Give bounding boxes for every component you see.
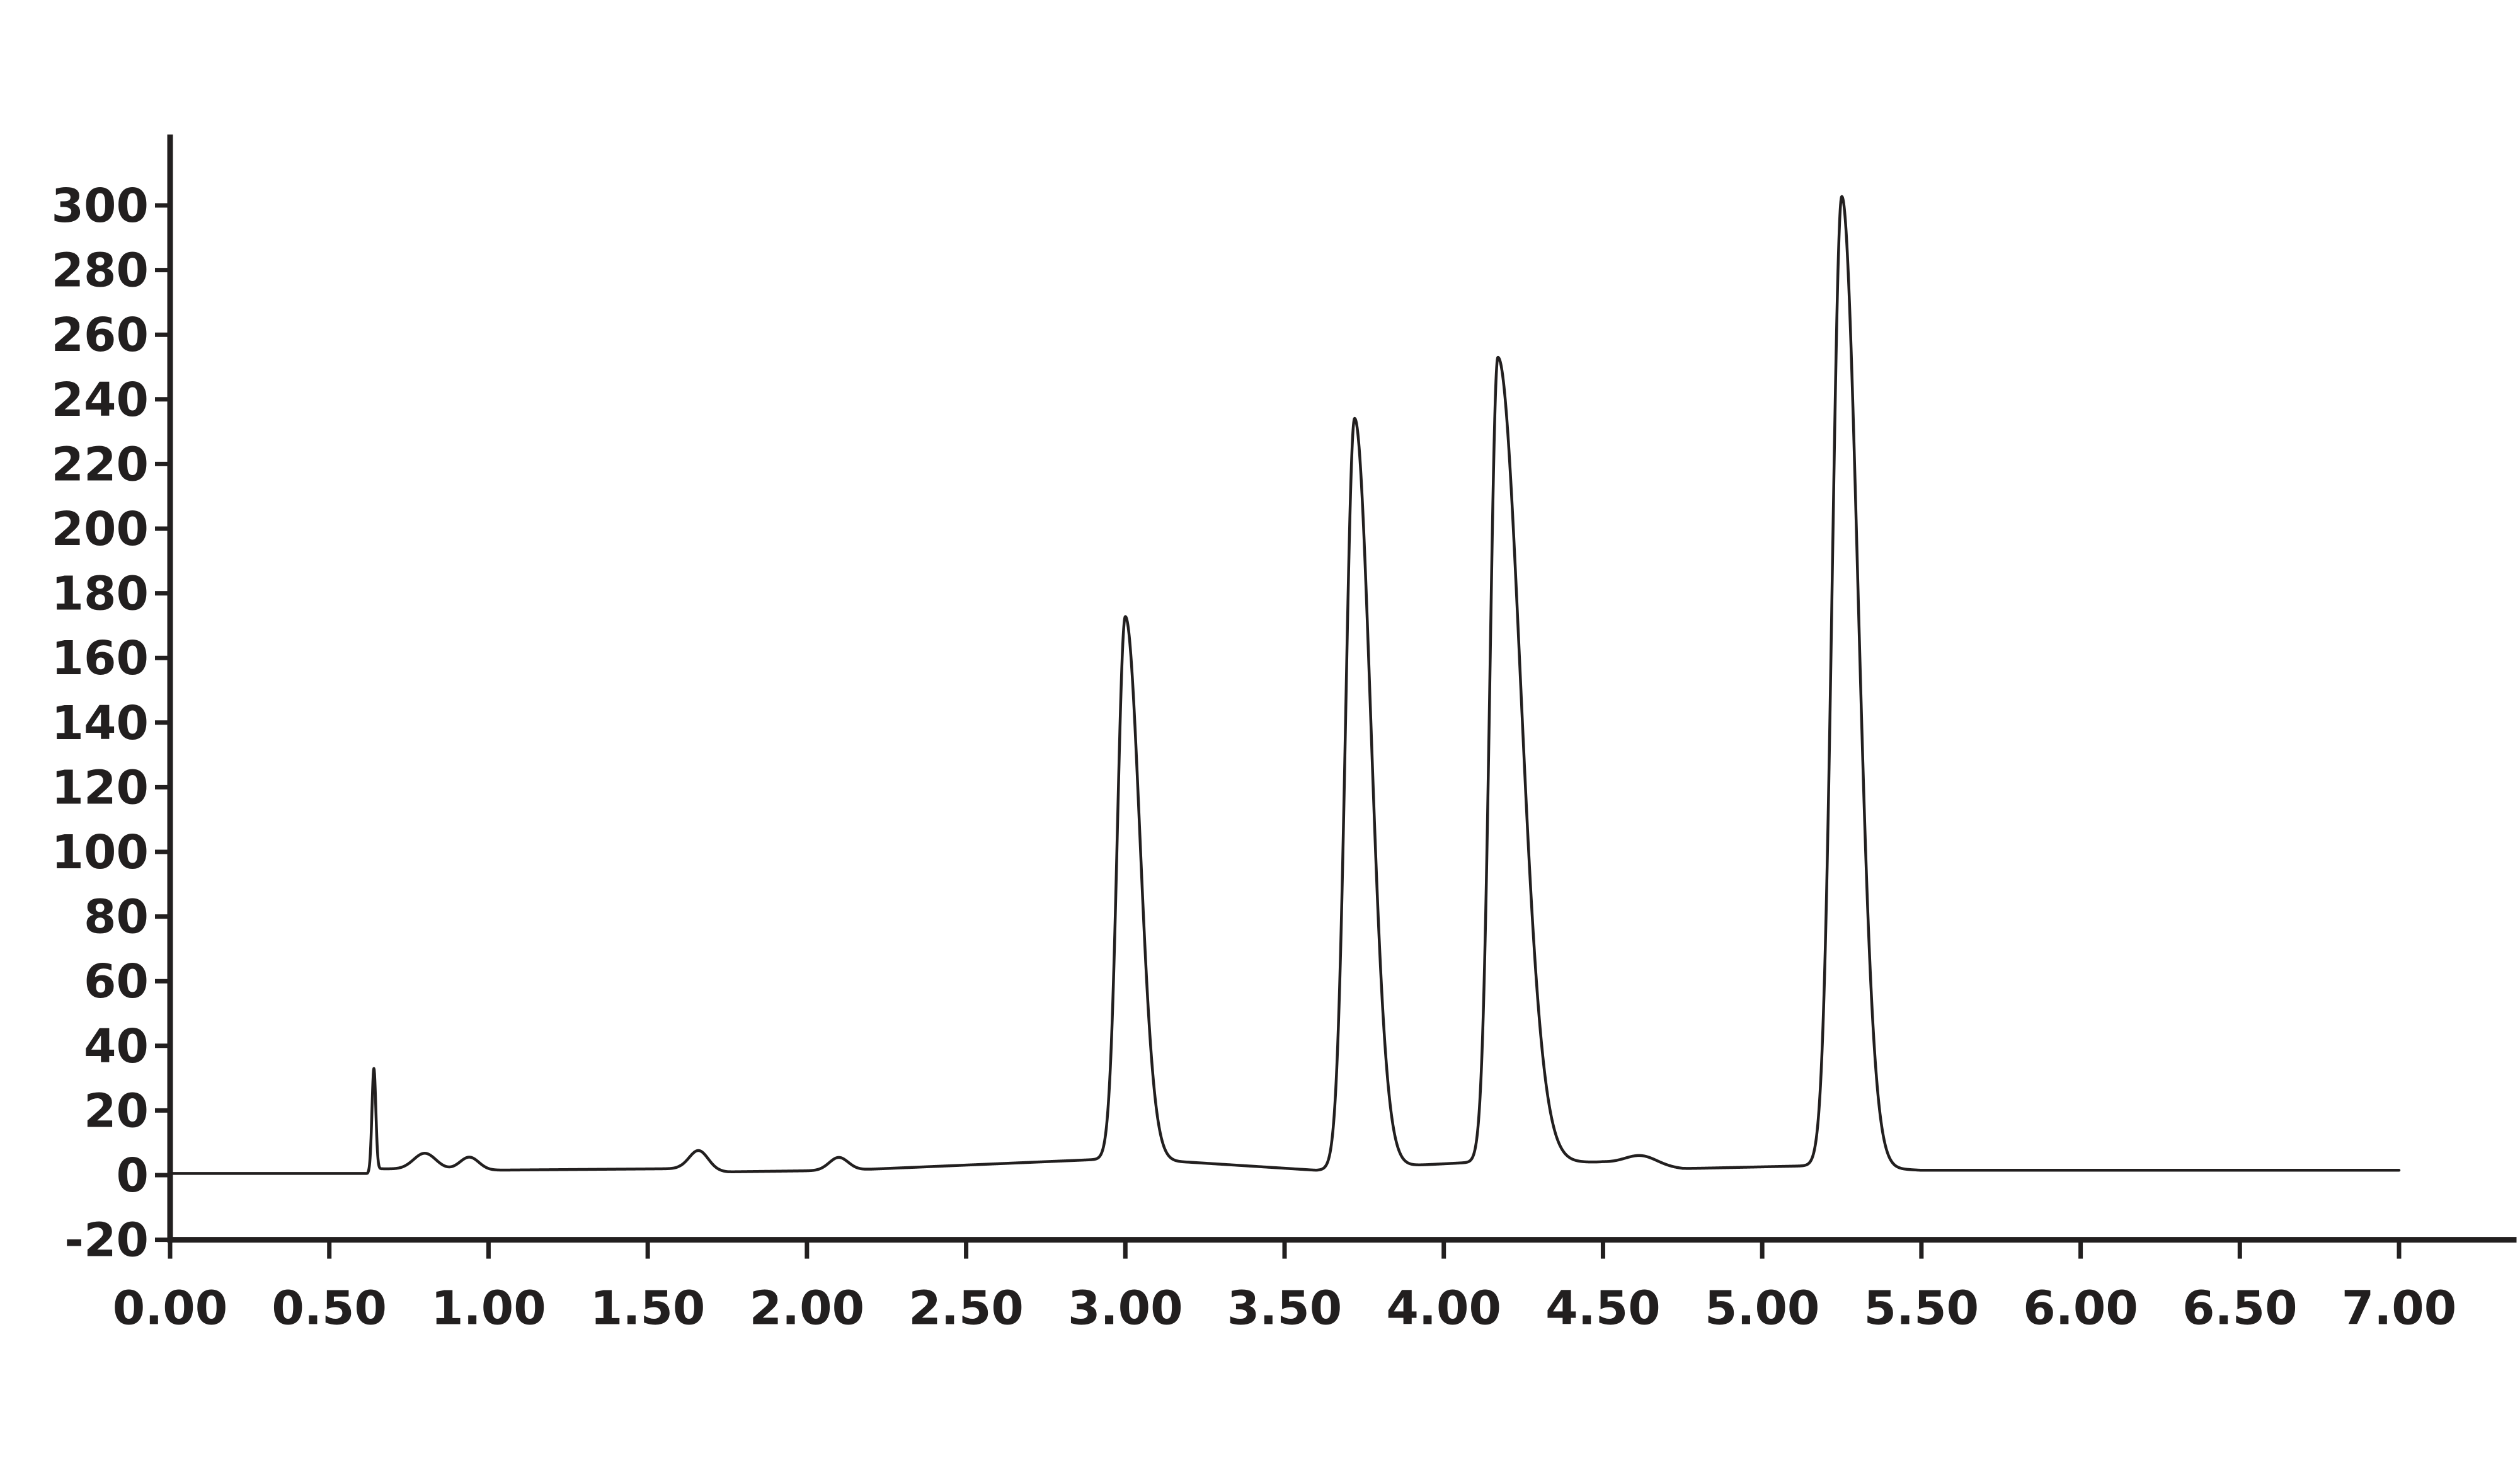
y-tick-label: 280 [52, 244, 149, 298]
y-tick-label: 80 [84, 890, 149, 945]
y-tick-label: 180 [52, 567, 149, 621]
y-tick-label: 140 [52, 696, 149, 750]
x-tick-label: 4.50 [1545, 1282, 1661, 1336]
x-tick-label: 5.00 [1705, 1282, 1820, 1336]
y-tick-label: 240 [52, 373, 149, 427]
x-tick-label: 6.50 [2182, 1282, 2298, 1336]
x-tick-label: 3.00 [1068, 1282, 1183, 1336]
x-tick-label: 2.50 [908, 1282, 1024, 1336]
x-tick-label: 2.00 [750, 1282, 865, 1336]
x-tick-label: 1.00 [431, 1282, 546, 1336]
y-tick-label: 40 [84, 1019, 149, 1074]
chromatogram-trace [168, 195, 2401, 1175]
y-tick-label: 100 [52, 825, 149, 880]
y-tick-label: 60 [84, 955, 149, 1009]
y-tick-label: -20 [64, 1214, 149, 1268]
y-tick-label: 300 [52, 179, 149, 233]
x-axis-ticks: 0.00 0.50 1.00 1.50 2.00 2.50 3.00 3.50 4.00 4.50… [113, 1239, 2457, 1336]
x-tick-label: 6.00 [2023, 1282, 2138, 1336]
y-axis-ticks: -20 0 20 40 60 80 100 120 140 160 180 200 220 240 260 2… [52, 179, 170, 1268]
x-tick-label: 1.50 [590, 1282, 706, 1336]
x-tick-label: 5.50 [1864, 1282, 1979, 1336]
y-tick-label: 260 [52, 308, 149, 362]
y-tick-label: 20 [84, 1084, 149, 1138]
x-tick-label: 3.50 [1227, 1282, 1343, 1336]
y-tick-label: 160 [52, 631, 149, 686]
x-tick-label: 7.00 [2342, 1282, 2457, 1336]
y-tick-label: 200 [52, 502, 149, 556]
y-tick-label: 0 [117, 1149, 149, 1203]
y-tick-label: 220 [52, 437, 149, 491]
x-tick-label: 0.00 [113, 1282, 228, 1336]
y-tick-label: 120 [52, 761, 149, 815]
x-tick-label: 4.00 [1386, 1282, 1501, 1336]
x-tick-label: 0.50 [272, 1282, 387, 1336]
